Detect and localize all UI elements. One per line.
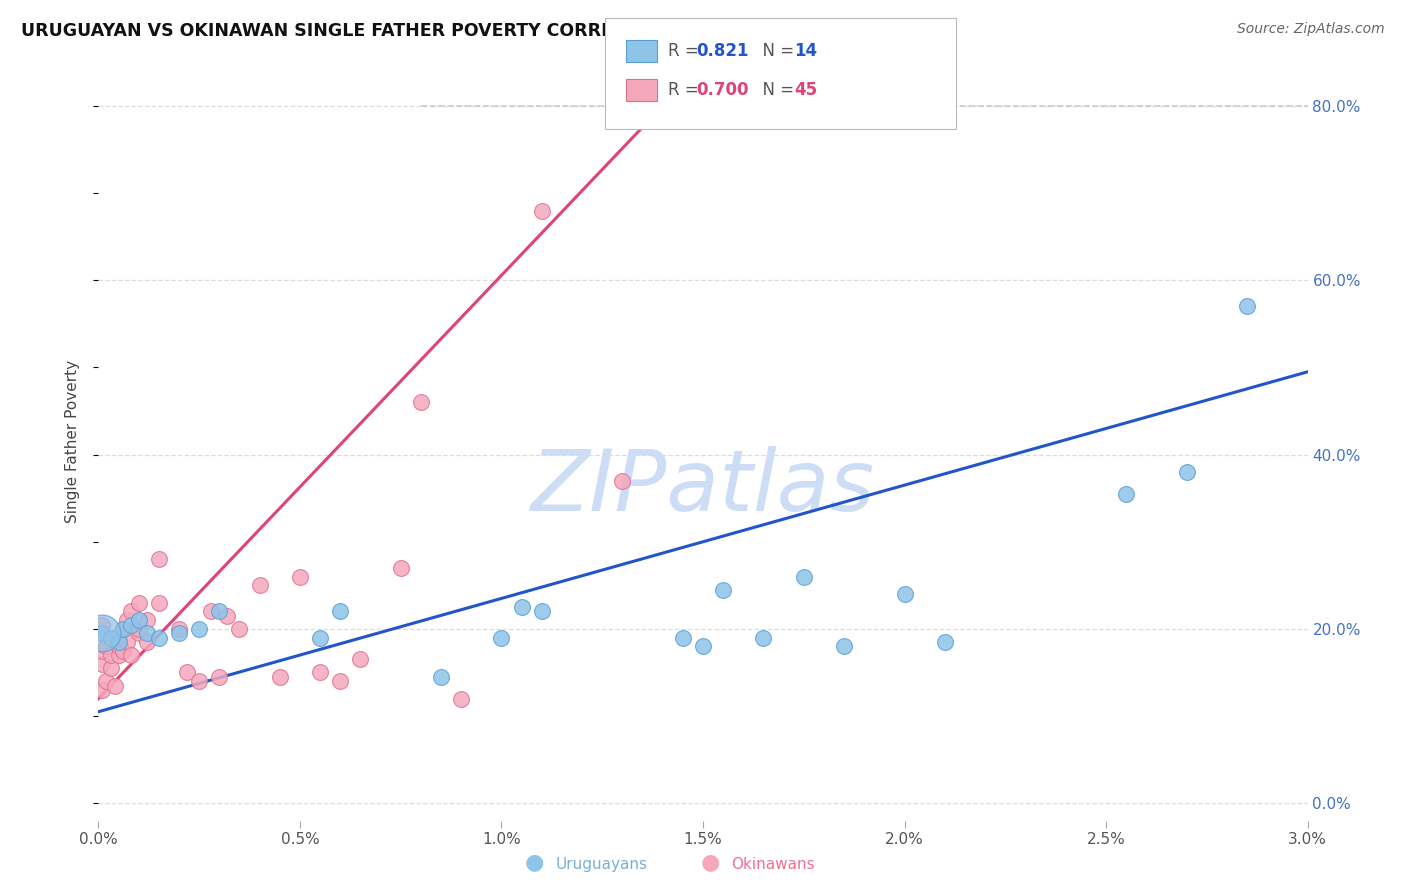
Point	[176, 665, 198, 680]
Point	[309, 665, 332, 680]
Point	[692, 640, 714, 654]
Point	[832, 640, 855, 654]
Point	[103, 679, 125, 693]
Point	[100, 631, 122, 645]
Text: Source: ZipAtlas.com: Source: ZipAtlas.com	[1237, 22, 1385, 37]
Point	[200, 605, 222, 619]
Point	[188, 674, 211, 689]
Point	[135, 635, 157, 649]
Point	[120, 617, 142, 632]
Text: 0.700: 0.700	[696, 81, 748, 99]
Point	[111, 622, 134, 636]
Point	[409, 395, 432, 409]
Point	[329, 674, 352, 689]
Point	[148, 552, 170, 566]
Point	[96, 640, 118, 654]
Point	[128, 622, 150, 636]
Point	[128, 613, 150, 627]
Point	[389, 561, 412, 575]
Point	[111, 622, 134, 636]
Text: 0.821: 0.821	[696, 42, 748, 60]
Text: N =: N =	[752, 42, 800, 60]
Point	[91, 626, 114, 640]
Point	[135, 626, 157, 640]
Text: URUGUAYAN VS OKINAWAN SINGLE FATHER POVERTY CORRELATION CHART: URUGUAYAN VS OKINAWAN SINGLE FATHER POVE…	[21, 22, 755, 40]
Point	[128, 596, 150, 610]
Point	[288, 569, 311, 583]
Text: ●: ●	[524, 853, 544, 872]
Text: 45: 45	[794, 81, 817, 99]
Point	[107, 640, 129, 654]
Point	[309, 631, 332, 645]
Point	[217, 608, 239, 623]
Point	[530, 605, 553, 619]
Point	[96, 674, 118, 689]
Point	[228, 622, 250, 636]
Point	[530, 203, 553, 218]
Y-axis label: Single Father Poverty: Single Father Poverty	[65, 360, 80, 523]
Point	[188, 622, 211, 636]
Point	[752, 631, 775, 645]
Text: R =: R =	[668, 81, 704, 99]
Point	[167, 622, 190, 636]
Point	[1115, 487, 1137, 501]
Point	[329, 605, 352, 619]
Point	[249, 578, 271, 592]
Point	[672, 631, 695, 645]
Point	[269, 670, 291, 684]
Point	[120, 648, 142, 662]
Point	[91, 643, 114, 657]
Text: Uruguayans: Uruguayans	[555, 857, 647, 872]
Point	[107, 648, 129, 662]
Point	[91, 626, 114, 640]
Point	[450, 691, 472, 706]
Point	[107, 635, 129, 649]
Point	[711, 582, 734, 597]
Point	[115, 613, 138, 627]
Point	[612, 474, 634, 488]
Point	[510, 600, 533, 615]
Point	[491, 631, 513, 645]
Point	[1236, 300, 1258, 314]
Point	[135, 613, 157, 627]
Point	[107, 631, 129, 645]
Point	[208, 670, 231, 684]
Text: ●: ●	[700, 853, 720, 872]
Text: N =: N =	[752, 81, 800, 99]
Point	[91, 657, 114, 671]
Point	[100, 661, 122, 675]
Text: 14: 14	[794, 42, 817, 60]
Point	[91, 617, 114, 632]
Text: R =: R =	[668, 42, 704, 60]
Text: ZIPatlas: ZIPatlas	[531, 445, 875, 529]
Text: Okinawans: Okinawans	[731, 857, 814, 872]
Point	[893, 587, 915, 601]
Point	[1175, 465, 1198, 479]
Point	[148, 596, 170, 610]
Point	[103, 631, 125, 645]
Point	[793, 569, 815, 583]
Point	[100, 648, 122, 662]
Point	[349, 652, 371, 666]
Point	[128, 626, 150, 640]
Point	[430, 670, 453, 684]
Point	[115, 635, 138, 649]
Point	[120, 605, 142, 619]
Point	[148, 631, 170, 645]
Point	[91, 626, 114, 640]
Point	[167, 626, 190, 640]
Point	[934, 635, 956, 649]
Point	[208, 605, 231, 619]
Point	[91, 682, 114, 697]
Point	[111, 643, 134, 657]
